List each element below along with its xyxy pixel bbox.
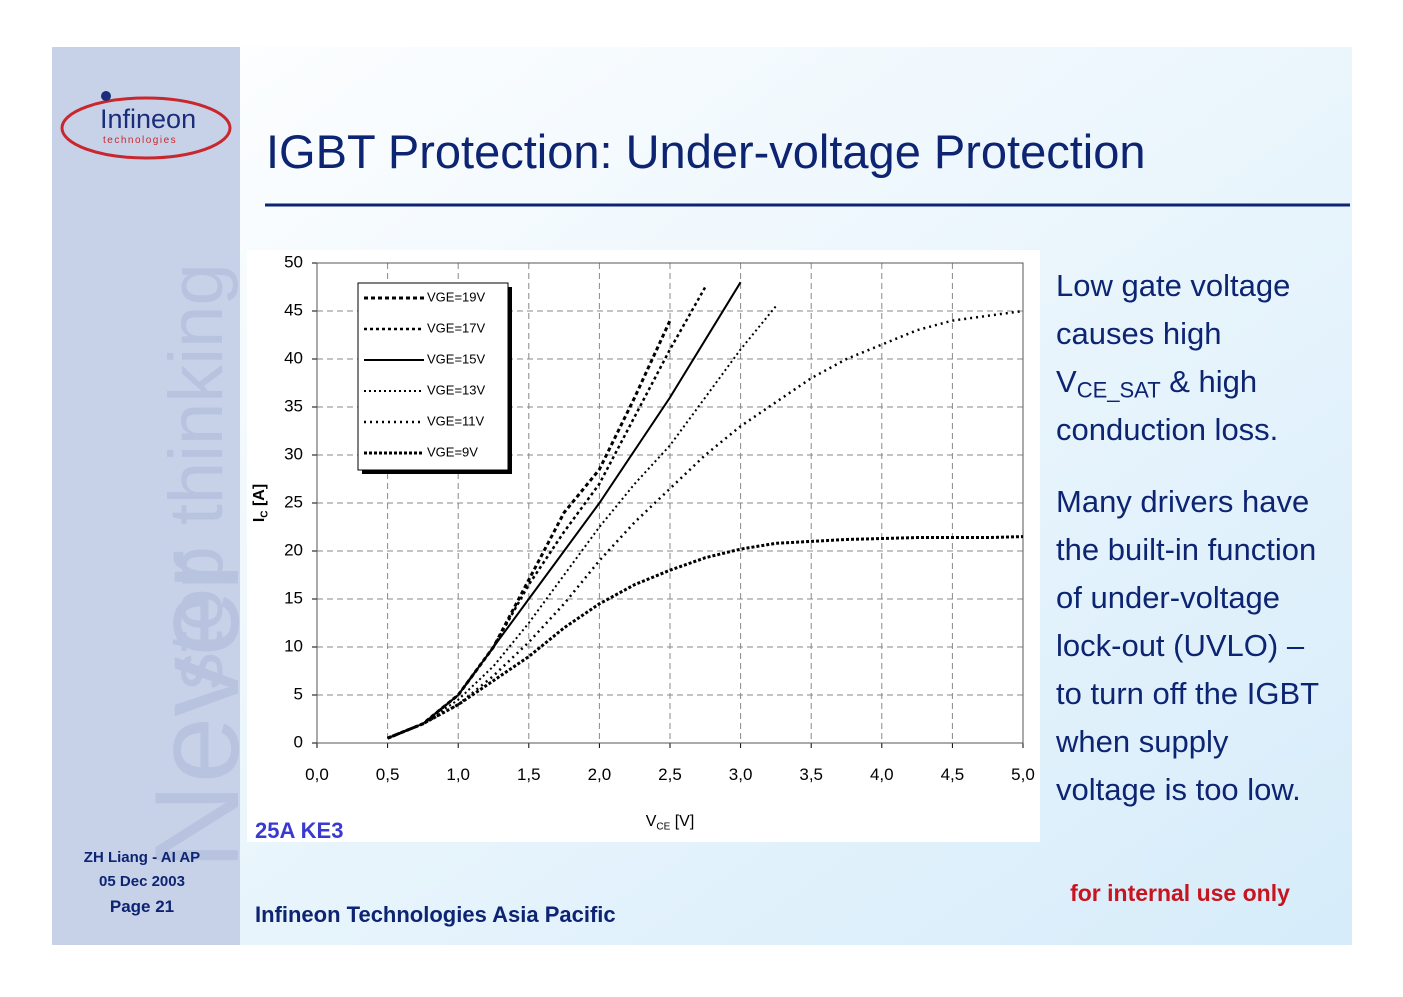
x-tick-label: 2,0 <box>588 765 612 784</box>
y-tick-label: 0 <box>294 732 303 751</box>
note-line: voltage is too low. <box>1056 772 1301 807</box>
x-tick-label: 5,0 <box>1011 765 1035 784</box>
x-tick-label: 0,0 <box>305 765 329 784</box>
chart: 0 5 10 15 20 25 30 35 40 45 50 0,0 0,5 1,0 1,5 2,0 2,5 3,… <box>251 252 1035 843</box>
x-tick-label: 4,5 <box>941 765 965 784</box>
legend-label: VGE=9V <box>427 444 478 459</box>
y-axis-label-sub: C <box>260 510 271 517</box>
x-axis-label: VCE [V] <box>646 813 695 833</box>
series-line <box>387 281 742 740</box>
y-tick-label: 45 <box>284 300 303 319</box>
watermark-small: stop thinking <box>154 263 239 690</box>
legend-label: VGE=13V <box>427 382 486 397</box>
x-axis-label-base: V <box>646 813 657 830</box>
note-line: causes high <box>1056 316 1221 351</box>
footer-notice: for internal use only <box>1070 880 1290 906</box>
legend-label: VGE=17V <box>427 320 486 335</box>
footer-date: 05 Dec 2003 <box>99 873 185 890</box>
legend-label: VGE=15V <box>427 351 486 366</box>
logo-dot <box>101 91 111 101</box>
y-tick-label: 30 <box>284 444 303 463</box>
x-tick-label: 3,5 <box>799 765 823 784</box>
y-tick-label: 5 <box>294 684 303 703</box>
note-line: to turn off the IGBT <box>1056 676 1319 711</box>
y-tick-label: 35 <box>284 396 303 415</box>
note-line-rest: & high <box>1161 364 1258 399</box>
note-line: conduction loss. <box>1056 412 1278 447</box>
x-tick-label: 1,0 <box>446 765 470 784</box>
series-line <box>387 535 1024 740</box>
note-line: Many drivers have <box>1056 484 1309 519</box>
y-axis-label-rest: [A] <box>251 484 268 511</box>
note-line-base: V <box>1056 364 1077 399</box>
y-tick-label: 15 <box>284 588 303 607</box>
plot-frame <box>316 262 1024 744</box>
y-tick-label: 50 <box>284 252 303 271</box>
y-tick-label: 20 <box>284 540 303 559</box>
notes: Low gate voltage causes high VCE_SAT & hig… <box>1055 268 1319 807</box>
logo-swoosh <box>60 96 232 160</box>
watermark-big: Never <box>130 550 264 870</box>
note-line: of under-voltage <box>1056 580 1280 615</box>
y-axis-label: IC [A] <box>251 484 271 522</box>
x-tick-label: 2,5 <box>658 765 682 784</box>
footer-company: Infineon Technologies Asia Pacific <box>255 902 616 927</box>
watermark: Never stop thinking <box>130 263 264 870</box>
footer: ZH Liang - AI AP 05 Dec 2003 Page 21 Inf… <box>84 849 1290 927</box>
slide-title: IGBT Protection: Under-voltage Protectio… <box>266 125 1146 178</box>
x-axis-label-sub: CE <box>656 822 670 833</box>
y-tick-label: 25 <box>284 492 303 511</box>
note-line: Low gate voltage <box>1056 268 1290 303</box>
y-tick-label: 40 <box>284 348 303 367</box>
y-tick-label: 10 <box>284 636 303 655</box>
logo-name: Infineon <box>100 104 196 134</box>
legend: VGE=19V VGE=17V VGE=15V VGE=13V VGE=11V VGE=9… <box>357 282 512 474</box>
note-line: VCE_SAT & high <box>1056 364 1257 402</box>
note-line: when supply <box>1055 724 1229 759</box>
logo: Infineon technologies <box>60 91 232 160</box>
footer-page: Page 21 <box>110 897 174 916</box>
x-axis-label-rest: [V] <box>670 813 694 830</box>
sidebar <box>52 47 240 945</box>
series-line <box>387 305 777 740</box>
x-tick-label: 3,0 <box>729 765 753 784</box>
logo-tagline: technologies <box>103 135 177 146</box>
legend-box <box>357 282 509 471</box>
note-line-sub: CE_SAT <box>1077 378 1161 403</box>
annotation: 25A KE3 <box>255 818 343 843</box>
series-line <box>387 319 672 740</box>
note-line: lock-out (UVLO) – <box>1056 628 1305 663</box>
legend-label: VGE=19V <box>427 289 486 304</box>
y-axis-label-base: I <box>251 518 268 522</box>
x-tick-label: 1,5 <box>517 765 541 784</box>
footer-author: ZH Liang - AI AP <box>84 849 200 866</box>
x-tick-label: 0,5 <box>376 765 400 784</box>
x-tick-label: 4,0 <box>870 765 894 784</box>
note-line: the built-in function <box>1056 532 1316 567</box>
legend-label: VGE=11V <box>427 413 485 428</box>
